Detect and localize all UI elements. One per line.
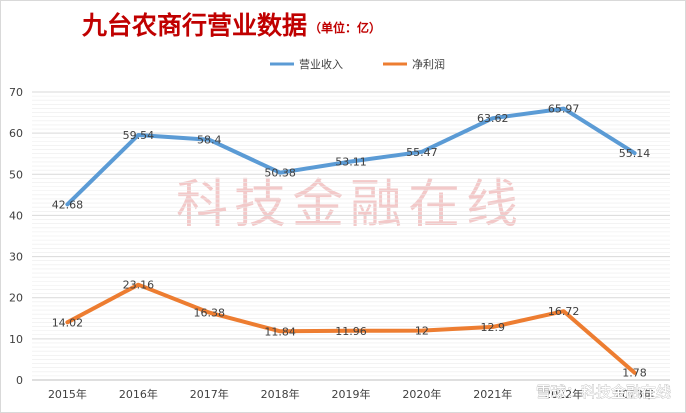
data-label-series-1: 50.38 [264,167,296,180]
data-label-series-2: 14.02 [52,316,84,329]
y-tick-label: 50 [9,168,23,181]
y-tick-label: 70 [9,86,23,99]
data-label-series-1: 65.97 [548,103,580,116]
x-tick-label: 2017年 [190,387,229,401]
data-label-series-2: 11.96 [335,325,367,338]
data-label-series-2: 23.16 [123,279,155,292]
legend-label-2: 净利润 [412,57,445,71]
grid-layer [32,91,670,381]
axis-layer: 0 10 20 30 40 50 60 70 2015年 2016年 2017年 2018年 2019年… [9,86,654,401]
data-label-series-2: 16.38 [193,307,225,320]
data-label-series-1: 55.14 [619,147,651,160]
x-tick-label: 2019年 [332,387,371,401]
chart-title: 九台农商行营业数据 （单位：亿） [81,11,381,40]
x-tick-label: 2021年 [473,387,512,401]
legend-label-1: 营业收入 [299,57,343,71]
source-credit-text: 雪球：科技金融在线 [536,383,671,401]
x-tick-label: 2022年 [544,387,583,401]
x-tick-label: 2023年 [615,387,654,401]
y-tick-label: 0 [16,374,23,387]
series-line-2 [65,282,637,375]
x-tick-label: 2020年 [402,387,441,401]
chart-title-main: 九台农商行营业数据 [81,11,307,40]
data-label-series-2: 16.72 [548,305,580,318]
data-label-series-2: 12.9 [481,321,506,334]
x-tick-label: 2016年 [119,387,158,401]
data-label-series-2: 1.78 [622,367,647,380]
data-label-series-2: 12 [415,325,429,338]
y-tick-label: 60 [9,127,23,140]
chart-title-unit: （单位：亿） [309,20,381,35]
data-label-series-1: 63.62 [477,112,509,125]
x-tick-label: 2018年 [261,387,300,401]
series-line-1 [65,106,637,207]
y-tick-label: 40 [9,209,23,222]
data-label-series-1: 58.4 [197,134,222,147]
data-label-series-1: 42.68 [52,198,84,211]
data-label-series-2: 11.84 [264,325,296,338]
legend: 营业收入 净利润 [270,57,445,71]
x-tick-label: 2015年 [48,387,87,401]
y-tick-label: 10 [9,333,23,346]
data-label-layer: 42.68 59.54 58.4 50.38 53.11 55.47 63.62 65.97 5… [52,103,651,380]
data-label-series-1: 55.47 [406,146,438,159]
data-label-series-1: 59.54 [123,129,155,142]
y-tick-label: 20 [9,292,23,305]
watermark-text: 科技金融在线 [176,175,524,235]
series-layer [65,106,637,375]
data-label-series-1: 53.11 [335,155,367,168]
y-tick-label: 30 [9,251,23,264]
